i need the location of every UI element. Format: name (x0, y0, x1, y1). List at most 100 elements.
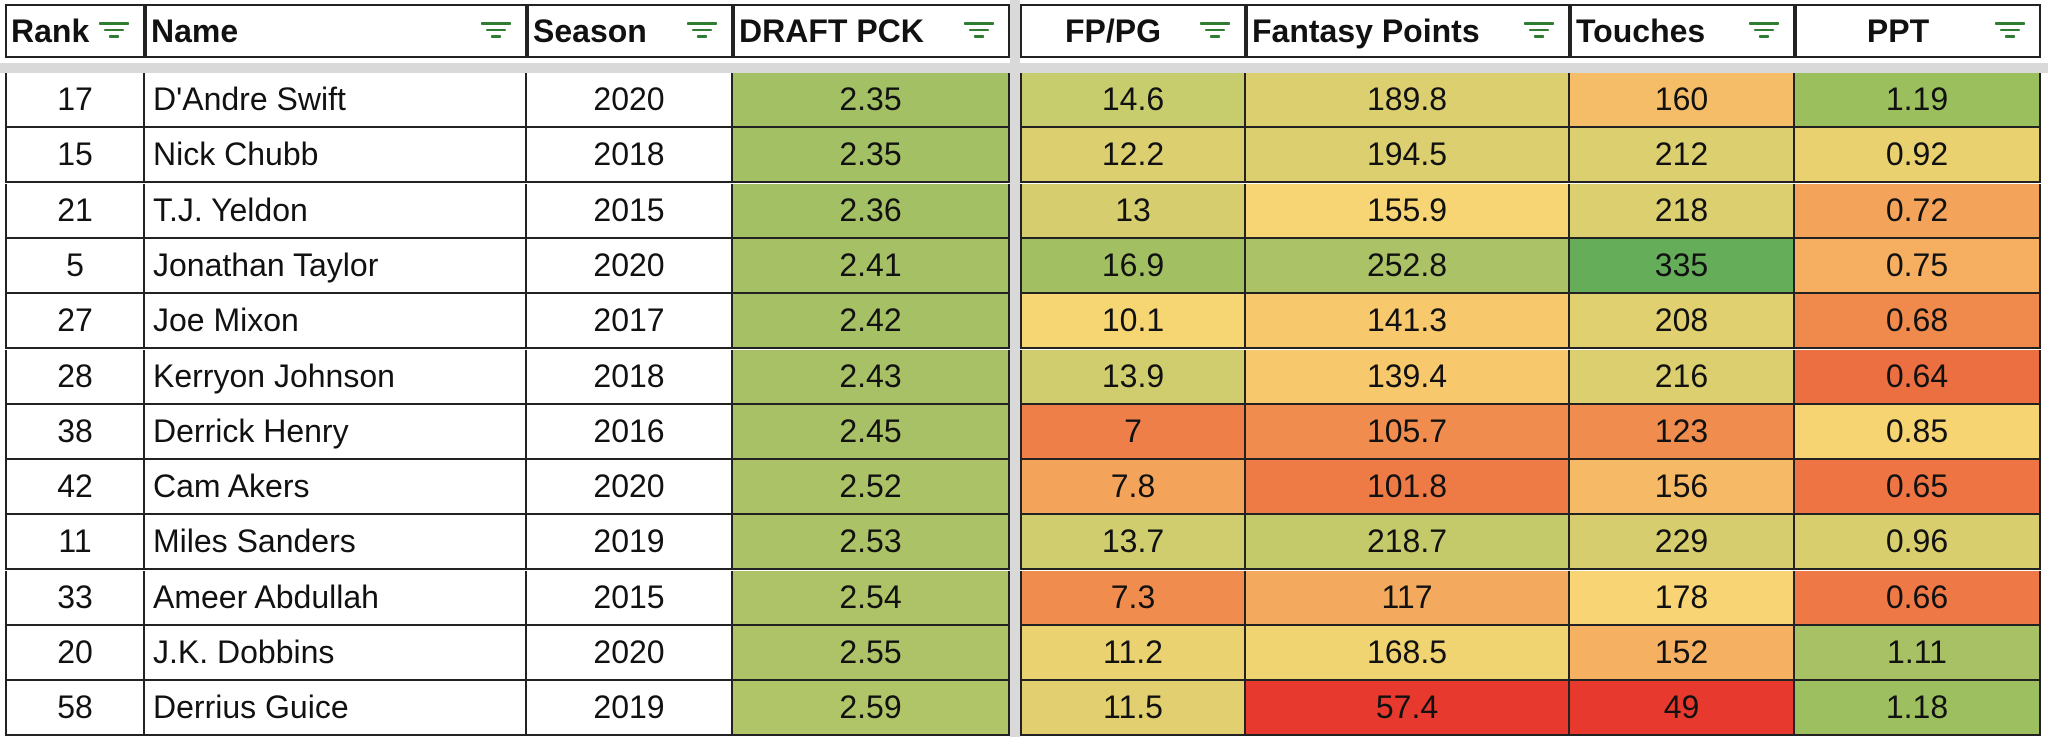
cell-fp[interactable]: 252.8 (1246, 239, 1570, 294)
cell-rank[interactable]: 33 (5, 571, 145, 626)
cell-name[interactable]: Nick Chubb (145, 128, 527, 183)
cell-fp[interactable]: 141.3 (1246, 294, 1570, 349)
cell-rank[interactable]: 27 (5, 294, 145, 349)
cell-name[interactable]: Derrick Henry (145, 405, 527, 460)
column-header-rank[interactable]: Rank (5, 4, 145, 58)
cell-fppg[interactable]: 13.7 (1020, 515, 1246, 570)
cell-fppg[interactable]: 16.9 (1020, 239, 1246, 294)
filter-icon[interactable] (481, 22, 511, 44)
cell-rank[interactable]: 20 (5, 626, 145, 681)
cell-touches[interactable]: 178 (1570, 571, 1795, 626)
cell-draft[interactable]: 2.35 (733, 128, 1010, 183)
cell-ppt[interactable]: 1.11 (1795, 626, 2041, 681)
cell-draft[interactable]: 2.54 (733, 571, 1010, 626)
cell-name[interactable]: T.J. Yeldon (145, 184, 527, 239)
cell-touches[interactable]: 229 (1570, 515, 1795, 570)
cell-ppt[interactable]: 0.65 (1795, 460, 2041, 515)
cell-touches[interactable]: 335 (1570, 239, 1795, 294)
cell-rank[interactable]: 5 (5, 239, 145, 294)
cell-ppt[interactable]: 0.66 (1795, 571, 2041, 626)
cell-ppt[interactable]: 0.96 (1795, 515, 2041, 570)
cell-season[interactable]: 2019 (527, 681, 733, 736)
cell-fppg[interactable]: 7.8 (1020, 460, 1246, 515)
cell-name[interactable]: Jonathan Taylor (145, 239, 527, 294)
cell-rank[interactable]: 38 (5, 405, 145, 460)
cell-fppg[interactable]: 11.5 (1020, 681, 1246, 736)
column-header-draft[interactable]: DRAFT PCK (733, 4, 1010, 58)
cell-ppt[interactable]: 1.18 (1795, 681, 2041, 736)
cell-rank[interactable]: 28 (5, 350, 145, 405)
cell-season[interactable]: 2020 (527, 460, 733, 515)
cell-draft[interactable]: 2.45 (733, 405, 1010, 460)
cell-fppg[interactable]: 13 (1020, 184, 1246, 239)
column-header-touches[interactable]: Touches (1570, 4, 1795, 58)
column-header-ppt[interactable]: PPT (1795, 4, 2041, 58)
cell-season[interactable]: 2015 (527, 184, 733, 239)
cell-rank[interactable]: 15 (5, 128, 145, 183)
cell-draft[interactable]: 2.52 (733, 460, 1010, 515)
cell-season[interactable]: 2018 (527, 128, 733, 183)
cell-season[interactable]: 2020 (527, 73, 733, 128)
cell-touches[interactable]: 218 (1570, 184, 1795, 239)
cell-fp[interactable]: 57.4 (1246, 681, 1570, 736)
filter-icon[interactable] (1200, 22, 1230, 44)
cell-draft[interactable]: 2.35 (733, 73, 1010, 128)
filter-icon[interactable] (1749, 22, 1779, 44)
cell-ppt[interactable]: 0.68 (1795, 294, 2041, 349)
cell-fp[interactable]: 155.9 (1246, 184, 1570, 239)
column-header-season[interactable]: Season (527, 4, 733, 58)
cell-season[interactable]: 2019 (527, 515, 733, 570)
cell-draft[interactable]: 2.43 (733, 350, 1010, 405)
cell-ppt[interactable]: 0.85 (1795, 405, 2041, 460)
cell-rank[interactable]: 17 (5, 73, 145, 128)
cell-season[interactable]: 2017 (527, 294, 733, 349)
cell-fp[interactable]: 105.7 (1246, 405, 1570, 460)
cell-ppt[interactable]: 0.72 (1795, 184, 2041, 239)
cell-touches[interactable]: 123 (1570, 405, 1795, 460)
cell-fppg[interactable]: 12.2 (1020, 128, 1246, 183)
cell-fppg[interactable]: 13.9 (1020, 350, 1246, 405)
cell-draft[interactable]: 2.59 (733, 681, 1010, 736)
cell-name[interactable]: J.K. Dobbins (145, 626, 527, 681)
frozen-row-divider[interactable] (0, 63, 2048, 73)
cell-name[interactable]: Ameer Abdullah (145, 571, 527, 626)
cell-fp[interactable]: 194.5 (1246, 128, 1570, 183)
cell-touches[interactable]: 216 (1570, 350, 1795, 405)
filter-icon[interactable] (1524, 22, 1554, 44)
cell-fppg[interactable]: 14.6 (1020, 73, 1246, 128)
cell-name[interactable]: Kerryon Johnson (145, 350, 527, 405)
filter-icon[interactable] (964, 22, 994, 44)
cell-touches[interactable]: 208 (1570, 294, 1795, 349)
cell-season[interactable]: 2016 (527, 405, 733, 460)
cell-name[interactable]: Cam Akers (145, 460, 527, 515)
cell-touches[interactable]: 212 (1570, 128, 1795, 183)
frozen-column-divider[interactable] (1010, 0, 1020, 737)
cell-fppg[interactable]: 11.2 (1020, 626, 1246, 681)
cell-ppt[interactable]: 0.64 (1795, 350, 2041, 405)
filter-icon[interactable] (687, 22, 717, 44)
cell-touches[interactable]: 152 (1570, 626, 1795, 681)
cell-draft[interactable]: 2.36 (733, 184, 1010, 239)
cell-rank[interactable]: 21 (5, 184, 145, 239)
column-header-fppg[interactable]: FP/PG (1020, 4, 1246, 58)
cell-fp[interactable]: 168.5 (1246, 626, 1570, 681)
cell-ppt[interactable]: 1.19 (1795, 73, 2041, 128)
cell-fppg[interactable]: 7.3 (1020, 571, 1246, 626)
cell-fp[interactable]: 117 (1246, 571, 1570, 626)
cell-season[interactable]: 2020 (527, 626, 733, 681)
cell-name[interactable]: Derrius Guice (145, 681, 527, 736)
cell-season[interactable]: 2018 (527, 350, 733, 405)
cell-fp[interactable]: 218.7 (1246, 515, 1570, 570)
cell-rank[interactable]: 42 (5, 460, 145, 515)
cell-fp[interactable]: 189.8 (1246, 73, 1570, 128)
cell-fppg[interactable]: 7 (1020, 405, 1246, 460)
cell-name[interactable]: D'Andre Swift (145, 73, 527, 128)
cell-season[interactable]: 2020 (527, 239, 733, 294)
cell-name[interactable]: Joe Mixon (145, 294, 527, 349)
cell-fppg[interactable]: 10.1 (1020, 294, 1246, 349)
cell-season[interactable]: 2015 (527, 571, 733, 626)
cell-touches[interactable]: 160 (1570, 73, 1795, 128)
cell-draft[interactable]: 2.53 (733, 515, 1010, 570)
cell-rank[interactable]: 58 (5, 681, 145, 736)
column-header-fp[interactable]: Fantasy Points (1246, 4, 1570, 58)
